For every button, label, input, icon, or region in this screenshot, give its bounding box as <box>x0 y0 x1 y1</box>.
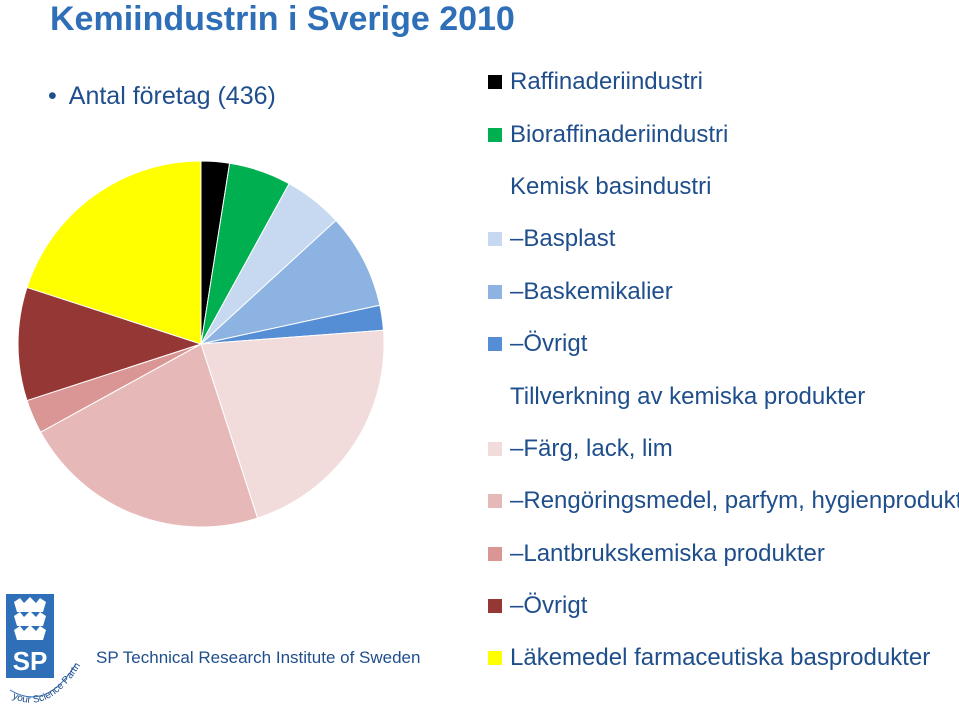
bullet-text: Antal företag (436) <box>68 82 276 110</box>
legend-item: – Rengöringsmedel, parfym, hygienprodukte… <box>488 475 959 527</box>
sp-logo: SP your Science Partner <box>6 594 83 706</box>
pie-slice-5 <box>200 329 385 519</box>
legend-item: Läkemedel farmaceutiska basprodukter <box>488 632 959 684</box>
legend-label: Basplast <box>523 225 616 253</box>
legend-swatch <box>488 441 502 456</box>
crown-icon <box>14 597 46 640</box>
logo-letters: SP <box>13 646 48 676</box>
legend-label: Läkemedel farmaceutiska basprodukter <box>510 644 931 672</box>
logo-arc <box>9 663 77 698</box>
legend-label: Bioraffinaderiindustri <box>510 120 729 148</box>
bullet-dot: • <box>48 82 57 110</box>
legend-item: Tillverkning av kemiska produkter <box>488 370 959 422</box>
legend-swatch <box>488 127 502 142</box>
legend-label: Baskemikalier <box>523 277 673 305</box>
legend-label: Färg, lack, lim <box>523 434 673 462</box>
legend-swatch <box>488 494 502 509</box>
legend-item: Raffinaderiindustri <box>488 56 959 108</box>
legend-swatch <box>488 599 502 614</box>
legend-dash: – <box>510 487 524 515</box>
legend-label: Raffinaderiindustri <box>510 68 703 96</box>
legend-item: – Övrigt <box>488 580 959 632</box>
legend-dash: – <box>510 434 524 462</box>
bullet-item: • Antal företag (436) <box>48 82 276 111</box>
pie-slice-9 <box>26 160 202 345</box>
legend-dash: – <box>510 539 524 567</box>
legend-dash: – <box>510 330 524 358</box>
legend-swatch <box>488 651 502 666</box>
legend-swatch <box>488 546 502 561</box>
legend-label: Övrigt <box>523 330 588 358</box>
legend-dash: – <box>510 225 524 253</box>
legend-item: – Baskemikalier <box>488 266 959 318</box>
legend-dash: – <box>510 592 524 620</box>
legend-item: Bioraffinaderiindustri <box>488 108 959 160</box>
legend-item: – Lantbrukskemiska produkter <box>488 528 959 580</box>
legend-label: Tillverkning av kemiska produkter <box>510 382 866 410</box>
legend-label: Rengöringsmedel, parfym, hygienprodukter <box>523 487 959 515</box>
legend-label: Kemisk basindustri <box>510 172 712 200</box>
legend-item: – Basplast <box>488 213 959 265</box>
legend-label: Övrigt <box>523 592 588 620</box>
pie-slice-3 <box>199 219 381 345</box>
legend-item: – Övrigt <box>488 318 959 370</box>
slide-title: Kemiindustrin i Sverige 2010 <box>50 0 515 38</box>
chart-legend: Raffinaderiindustri Bioraffinaderiindustr… <box>488 56 959 685</box>
pie-chart <box>17 160 385 528</box>
legend-swatch <box>488 232 502 247</box>
pie-slice-6 <box>39 343 259 528</box>
legend-item: Kemisk basindustri <box>488 161 959 213</box>
legend-swatch <box>488 75 502 90</box>
legend-dash: – <box>510 277 524 305</box>
organization-name: SP Technical Research Institute of Swede… <box>96 648 421 667</box>
pie-slice-8 <box>17 286 203 402</box>
legend-label: Lantbrukskemiska produkter <box>523 539 825 567</box>
legend-swatch <box>488 284 502 299</box>
legend-item: – Färg, lack, lim <box>488 423 959 475</box>
legend-swatch <box>488 337 502 352</box>
